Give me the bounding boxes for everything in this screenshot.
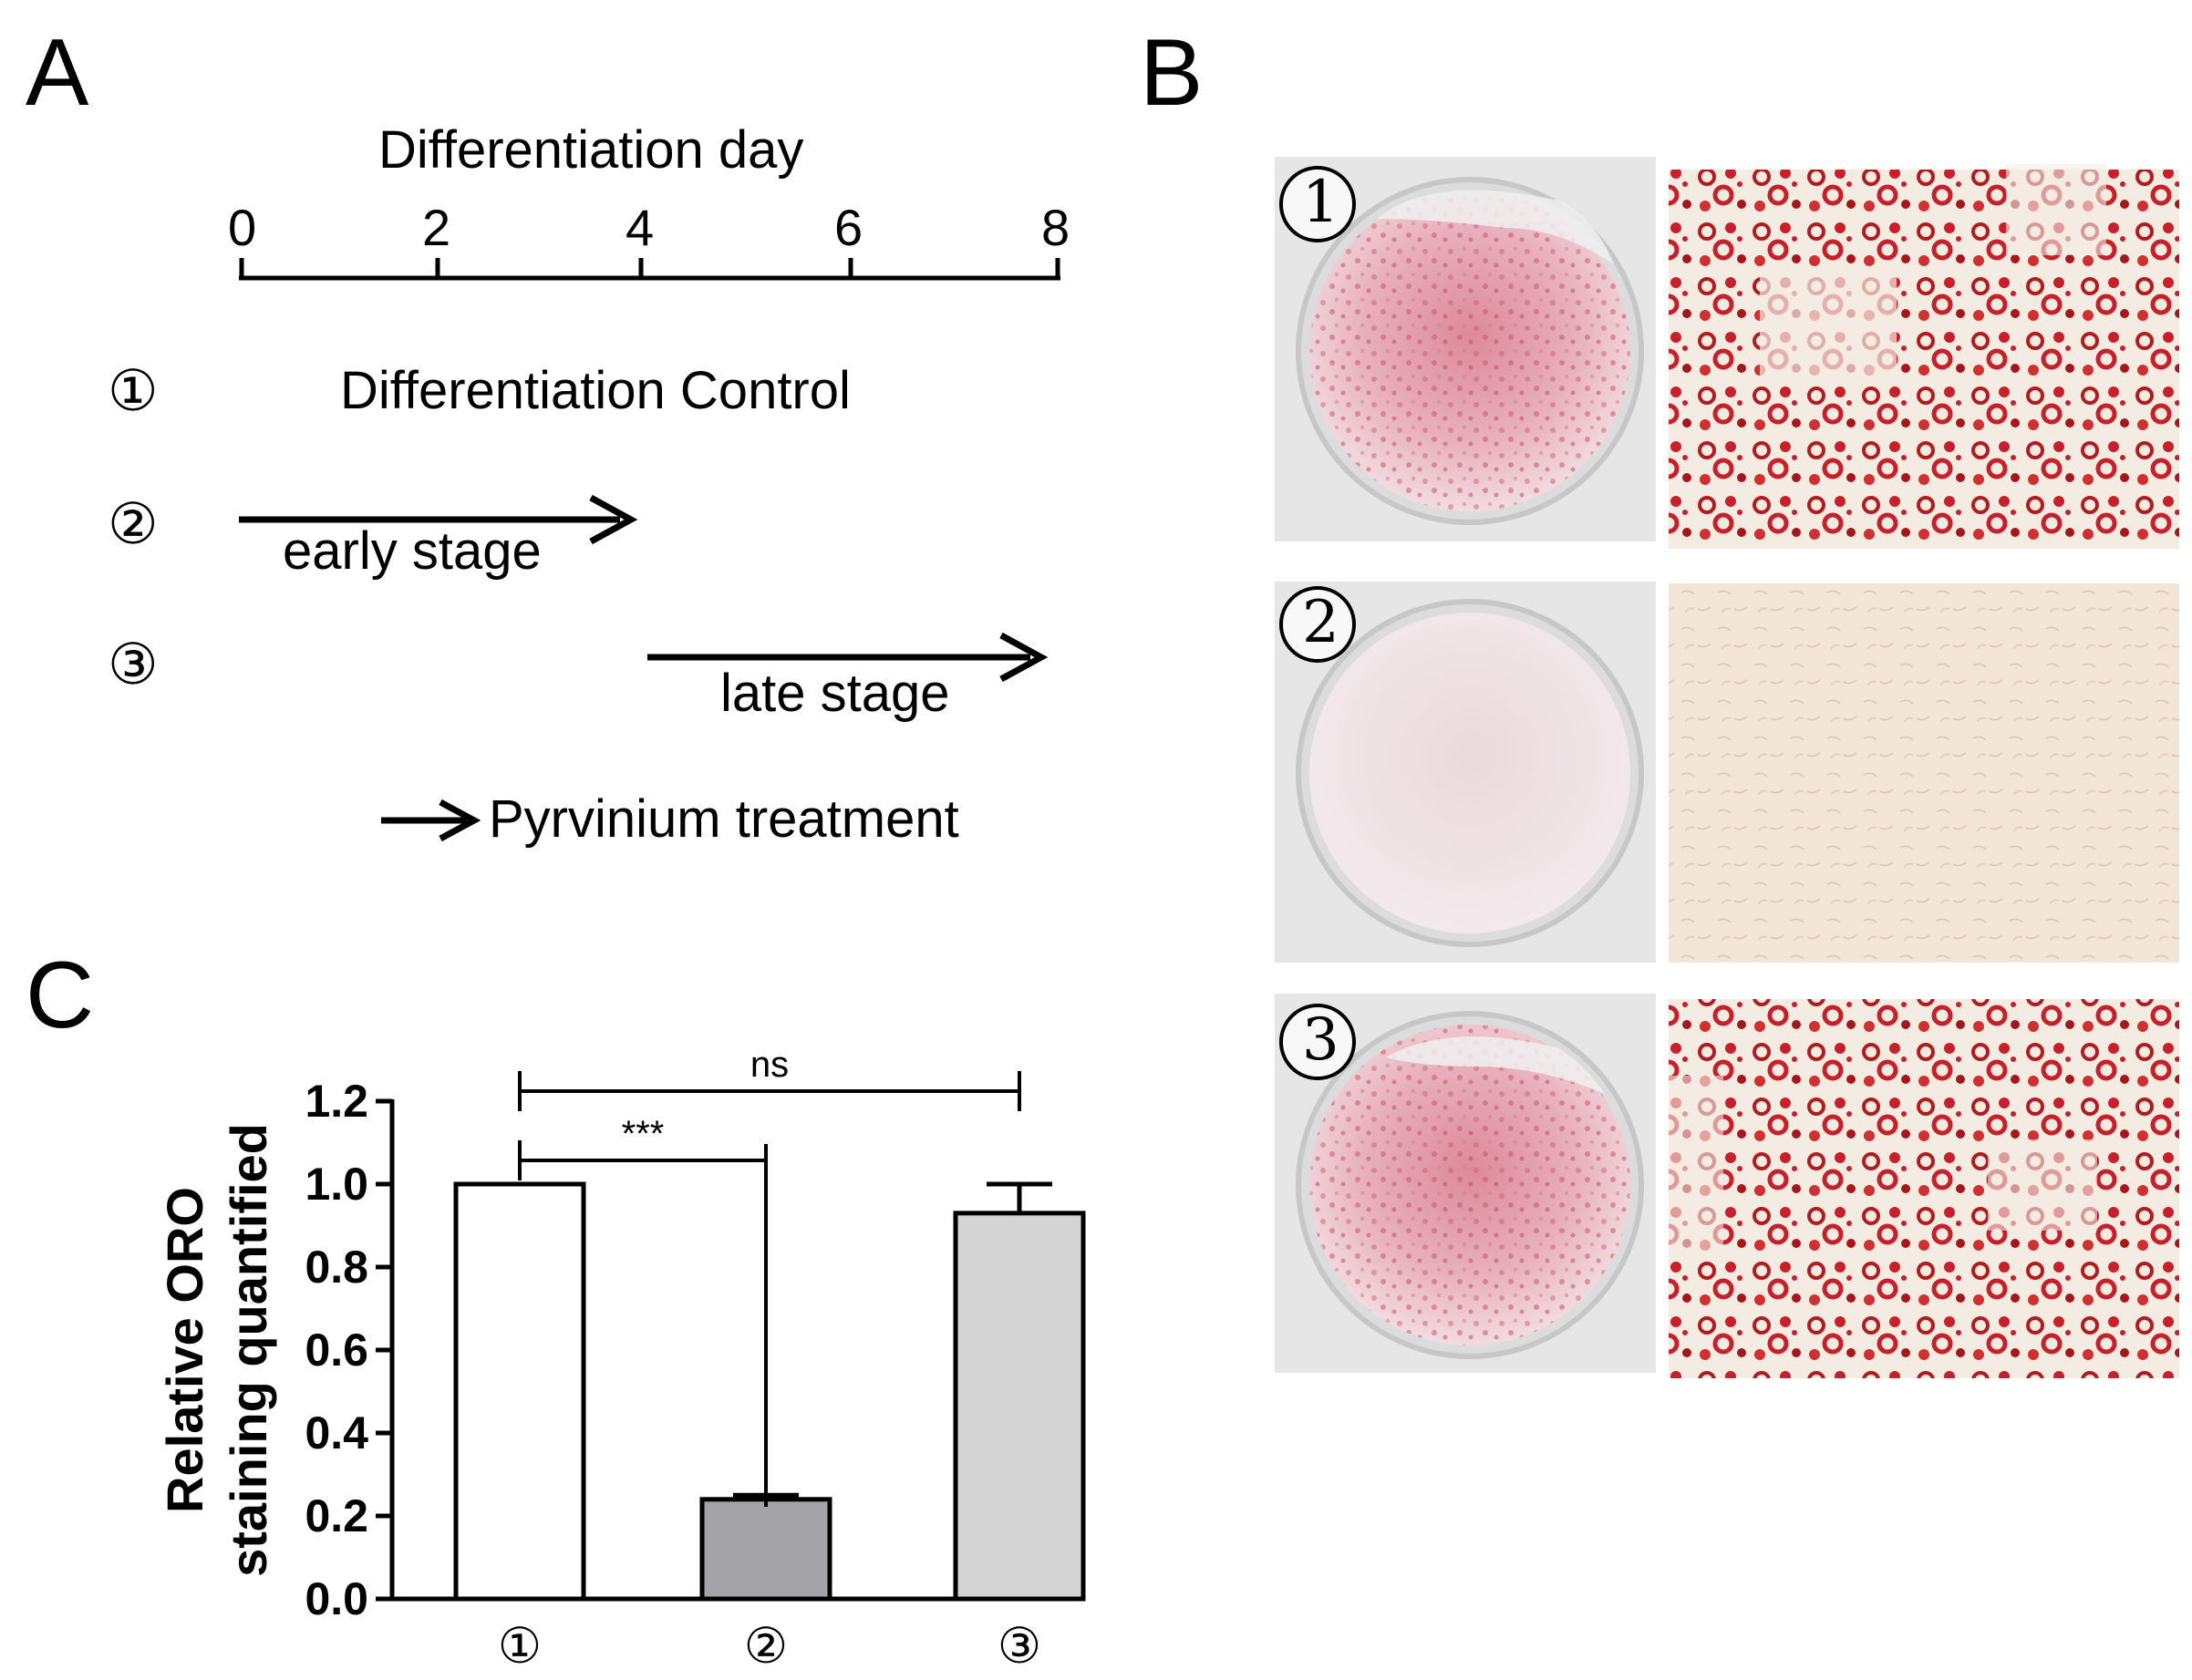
y-tick-label: 0.0 <box>305 1573 368 1624</box>
bar <box>953 1211 1086 1602</box>
early-stage-arrow <box>239 494 638 545</box>
row-marker: ② <box>108 490 159 557</box>
well-photo-3 <box>1275 994 1656 1373</box>
y-tick-label: 1.0 <box>305 1159 368 1210</box>
bar-chart: 0.0 0.2 0.4 0.6 0.8 1.0 1.2 Relative ORO stainin… <box>156 1045 1086 1674</box>
x-tick-label: ③ <box>998 1619 1041 1674</box>
x-tick-label: ② <box>744 1619 788 1674</box>
y-tick-label: 0.4 <box>305 1407 368 1458</box>
x-tick-label: ① <box>498 1619 542 1674</box>
well-marker: 1 <box>1302 169 1339 236</box>
bar <box>453 1181 586 1602</box>
significance-label: ns <box>750 1045 789 1085</box>
micrograph-2 <box>1669 583 2179 963</box>
bar <box>699 1497 832 1602</box>
well-marker: 3 <box>1302 1006 1339 1074</box>
y-tick-label: 0.6 <box>305 1324 368 1376</box>
panel-c-letter: C <box>26 943 95 1048</box>
well-photo-1 <box>1275 157 1656 541</box>
tick-label: 8 <box>1041 199 1070 256</box>
y-tick-label: 0.8 <box>305 1242 368 1293</box>
tick-label: 4 <box>626 199 655 256</box>
late-stage-arrow <box>647 632 1049 683</box>
legend-label: Pyrvinium treatment <box>489 789 959 849</box>
y-axis-label: Relative ORO <box>156 1187 213 1513</box>
y-axis-label: staining quantified <box>220 1123 277 1577</box>
tick-label: 0 <box>228 199 257 256</box>
timeline-axis <box>239 258 1060 842</box>
row-label-late: late stage <box>720 664 950 723</box>
row-label-control: Differentiation Control <box>340 361 851 420</box>
tick-label: 6 <box>834 199 863 256</box>
panel-b-letter: B <box>1140 20 1204 126</box>
y-tick-label: 1.2 <box>305 1076 368 1127</box>
legend-arrow-icon <box>381 799 481 842</box>
micrograph-1 <box>1669 164 2179 549</box>
well-photo-2 <box>1275 582 1656 963</box>
timeline-title: Differentiation day <box>378 120 804 180</box>
micrograph-3 <box>1669 999 2179 1378</box>
panel-a-letter: A <box>26 20 89 126</box>
well-marker: 2 <box>1302 589 1339 656</box>
significance-label: *** <box>622 1114 665 1154</box>
row-marker: ① <box>108 357 159 424</box>
row-label-early: early stage <box>283 521 542 581</box>
y-tick-label: 0.2 <box>305 1490 368 1541</box>
tick-label: 2 <box>422 199 451 256</box>
row-marker: ③ <box>108 631 159 697</box>
